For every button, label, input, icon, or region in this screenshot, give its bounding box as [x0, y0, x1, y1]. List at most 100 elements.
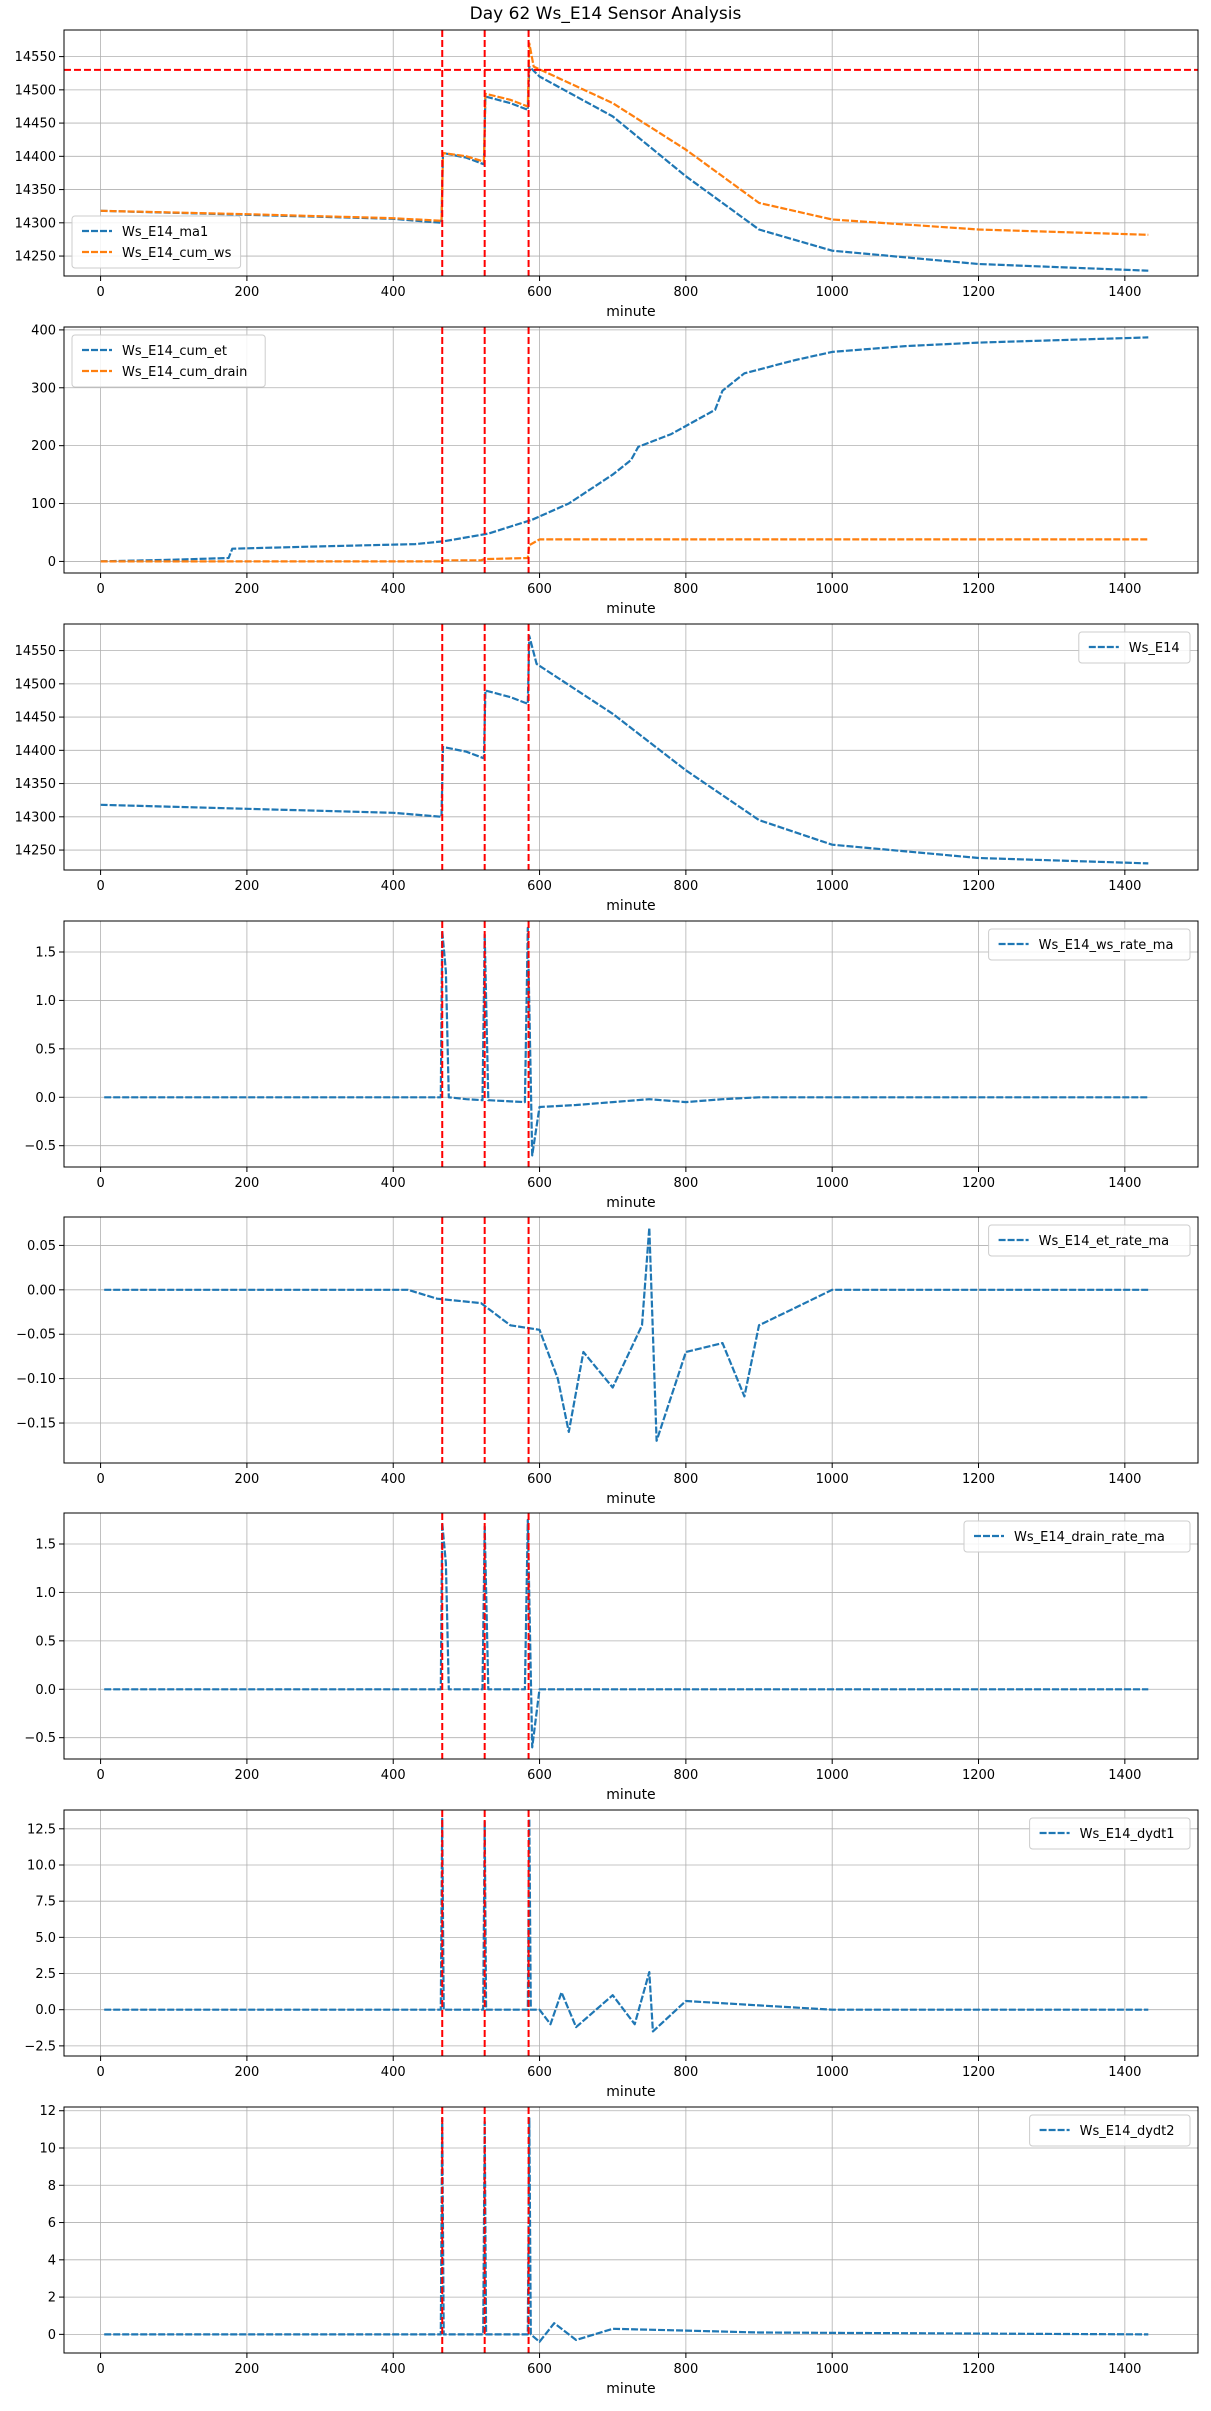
axes-frame: [63, 326, 1199, 574]
x-axis-label: minute: [606, 898, 655, 914]
y-tick-label: 6: [48, 2216, 56, 2231]
x-tick-label: 1000: [816, 879, 849, 894]
legend: Ws_E14_ma1 Ws_E14_cum_ws: [71, 215, 242, 269]
x-tick-label: 0: [96, 1768, 104, 1783]
y-tick-label: −0.5: [24, 1139, 56, 1154]
x-tick-label: 200: [234, 1472, 259, 1487]
legend: Ws_E14_dydt1: [1029, 1817, 1191, 1850]
legend-label: Ws_E14_ws_rate_ma: [1039, 938, 1174, 953]
y-tick-label: 1.5: [35, 945, 56, 960]
legend-label: Ws_E14_cum_drain: [122, 365, 247, 380]
x-axis-label: minute: [606, 304, 655, 320]
x-axis-label: minute: [606, 601, 655, 617]
series-line-Ws_E14: [100, 634, 1149, 865]
x-tick-label: 400: [381, 879, 406, 894]
x-axis-label: minute: [606, 2381, 655, 2397]
legend: Ws_E14: [1078, 631, 1191, 664]
legend-box: [1029, 1817, 1191, 1850]
y-tick-label: 2: [48, 2291, 56, 2306]
x-tick-label: 0: [96, 879, 104, 894]
subplot-4: 0 200 400 600 800 1000 1200 1400 −0.5 0.0 0.5 1.0 1.…: [24, 920, 1199, 1211]
x-tick-label: 200: [234, 582, 259, 597]
axes-frame: [63, 1512, 1199, 1760]
x-tick-label: 1400: [1108, 1472, 1141, 1487]
x-tick-label: 0: [96, 2065, 104, 2080]
y-tick-label: 100: [31, 497, 56, 512]
legend-box: [988, 1224, 1191, 1257]
x-tick-label: 400: [381, 582, 406, 597]
subplot-5: 0 200 400 600 800 1000 1200 1400 −0.15 −0.10 −0.05…: [16, 1216, 1199, 1507]
x-tick-label: 0: [96, 582, 104, 597]
x-axis-label: minute: [606, 1491, 655, 1507]
y-tick-label: 14250: [15, 250, 56, 265]
x-tick-label: 200: [234, 285, 259, 300]
x-tick-label: 0: [96, 2362, 104, 2377]
subplot-6: 0 200 400 600 800 1000 1200 1400 −0.5 0.0 0.5 1.0 1.…: [24, 1512, 1199, 1803]
x-tick-label: 1400: [1108, 1176, 1141, 1191]
x-tick-label: 400: [381, 1176, 406, 1191]
y-tick-label: 10.0: [27, 1858, 56, 1873]
legend-box: [71, 334, 266, 388]
y-tick-label: 14250: [15, 844, 56, 859]
y-tick-label: 14400: [15, 744, 56, 759]
subplot-2: 0 200 400 600 800 1000 1200 1400 0 100 200 300 400 mi…: [31, 323, 1199, 617]
x-tick-label: 1400: [1108, 285, 1141, 300]
y-tick-label: 200: [31, 439, 56, 454]
legend: Ws_E14_ws_rate_ma: [988, 928, 1191, 961]
x-tick-label: 1000: [816, 2362, 849, 2377]
y-tick-label: 14300: [15, 810, 56, 825]
x-tick-label: 200: [234, 1768, 259, 1783]
legend-box: [1078, 631, 1191, 664]
y-tick-label: 14500: [15, 677, 56, 692]
x-tick-label: 1400: [1108, 582, 1141, 597]
x-tick-label: 600: [527, 582, 552, 597]
legend: Ws_E14_dydt2: [1029, 2114, 1191, 2147]
series-line-Ws_E14_cum_drain: [100, 538, 1149, 563]
legend-box: [71, 215, 242, 269]
x-tick-label: 400: [381, 1472, 406, 1487]
legend-box: [963, 1520, 1191, 1553]
series-line-Ws_E14_dydt1: [104, 1817, 1149, 2033]
x-tick-label: 1200: [962, 285, 995, 300]
y-tick-label: −0.5: [24, 1731, 56, 1746]
axes-frame: [63, 920, 1199, 1168]
subplot-3: 0 200 400 600 800 1000 1200 1400 14250 14300 14350…: [15, 623, 1199, 914]
x-tick-label: 1200: [962, 1472, 995, 1487]
y-tick-label: 12: [39, 2104, 56, 2119]
y-tick-label: 14300: [15, 216, 56, 231]
legend-label: Ws_E14_drain_rate_ma: [1014, 1530, 1165, 1545]
legend: Ws_E14_cum_et Ws_E14_cum_drain: [71, 334, 266, 388]
y-tick-label: 0.0: [35, 2003, 56, 2018]
y-tick-label: 14550: [15, 644, 56, 659]
series-line-Ws_E14_dydt2: [104, 2117, 1149, 2343]
x-tick-label: 800: [673, 2362, 698, 2377]
y-tick-label: 8: [48, 2179, 56, 2194]
y-tick-label: 0.0: [35, 1091, 56, 1106]
x-tick-label: 200: [234, 1176, 259, 1191]
y-tick-label: 0.0: [35, 1683, 56, 1698]
y-tick-label: −0.15: [16, 1417, 56, 1432]
y-tick-label: 14450: [15, 117, 56, 132]
subplot-1: 0 200 400 600 800 1000 1200 1400 14250 14300 14350…: [15, 29, 1199, 320]
y-tick-label: 14500: [15, 83, 56, 98]
legend-label: Ws_E14_ma1: [122, 225, 208, 240]
x-tick-label: 0: [96, 285, 104, 300]
x-tick-label: 400: [381, 285, 406, 300]
y-tick-label: 14350: [15, 777, 56, 792]
legend-label: Ws_E14_et_rate_ma: [1039, 1234, 1170, 1249]
y-tick-label: −0.10: [16, 1372, 56, 1387]
x-axis-label: minute: [606, 1195, 655, 1211]
x-tick-label: 800: [673, 1176, 698, 1191]
x-tick-label: 1000: [816, 1472, 849, 1487]
x-tick-label: 1200: [962, 1176, 995, 1191]
y-tick-label: −2.5: [24, 2039, 56, 2054]
legend: Ws_E14_et_rate_ma: [988, 1224, 1191, 1257]
y-tick-label: 0.5: [35, 1634, 56, 1649]
legend-label: Ws_E14_cum_ws: [122, 246, 232, 261]
y-tick-label: 0: [48, 2328, 56, 2343]
x-tick-label: 1200: [962, 1768, 995, 1783]
legend-label: Ws_E14_dydt2: [1080, 2124, 1175, 2139]
x-tick-label: 400: [381, 2065, 406, 2080]
y-tick-label: 0.00: [27, 1283, 56, 1298]
x-tick-label: 0: [96, 1176, 104, 1191]
